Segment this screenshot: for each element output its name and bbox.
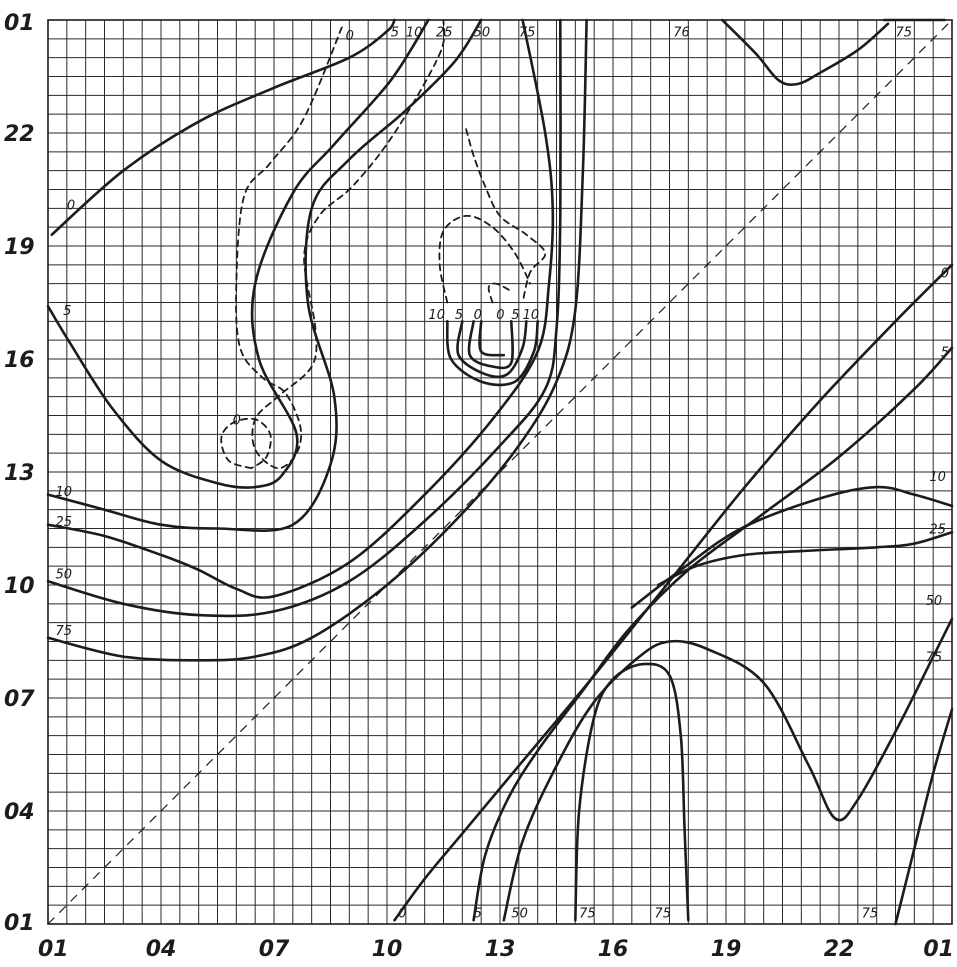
y-tick-label: 13 bbox=[4, 461, 35, 486]
contour-label: 75 bbox=[654, 907, 671, 922]
contour-line-75-13 bbox=[574, 662, 690, 922]
contour-label: 0 bbox=[398, 907, 406, 922]
contour-label: 5 bbox=[455, 308, 463, 323]
contour-label: 0 bbox=[233, 413, 241, 428]
contour-label: 0 bbox=[941, 266, 949, 281]
x-tick-label: 04 bbox=[146, 937, 177, 962]
contour-label: 0 bbox=[474, 308, 482, 323]
contour-label: 76 bbox=[673, 25, 690, 40]
contour-line-5-1 bbox=[46, 18, 430, 489]
contour-line-5-18 bbox=[438, 214, 531, 304]
contour-label: 75 bbox=[519, 25, 536, 40]
contour-line-5-21 bbox=[467, 320, 514, 370]
contour-line-0-20 bbox=[478, 320, 506, 357]
contour-line-unlabeled-15 bbox=[235, 19, 446, 470]
y-tick-label: 01 bbox=[4, 911, 35, 936]
x-axis-ticks: 01 04 07 10 13 16 19 22 01 bbox=[38, 937, 954, 962]
contour-line-25-11 bbox=[656, 531, 954, 587]
plot-frame bbox=[47, 19, 953, 925]
contour-line-0-19 bbox=[487, 282, 513, 304]
y-axis-ticks: 01 04 07 10 13 16 19 22 01 bbox=[4, 11, 35, 936]
contour-line-0-0 bbox=[50, 18, 396, 236]
contour-label: 0 bbox=[496, 308, 504, 323]
contour-line-50-12 bbox=[502, 617, 954, 922]
contour-line-0-16 bbox=[220, 417, 272, 470]
contour-label: 5 bbox=[474, 907, 482, 922]
y-tick-label: 16 bbox=[4, 348, 35, 373]
contour-line-10-10 bbox=[630, 485, 954, 609]
contour-label: 5 bbox=[941, 345, 949, 360]
contour-line-75-5 bbox=[46, 18, 588, 662]
contour-line-5-9 bbox=[472, 346, 954, 922]
contour-label: 10 bbox=[406, 25, 423, 40]
x-tick-label: 19 bbox=[711, 937, 742, 962]
contour-label: 0 bbox=[346, 29, 354, 44]
contour-label: 50 bbox=[926, 594, 943, 609]
contour-line-unlabeled-23 bbox=[445, 320, 539, 387]
contour-label: 75 bbox=[862, 907, 879, 922]
diagonal-line bbox=[47, 19, 953, 925]
x-tick-label: 10 bbox=[372, 937, 403, 962]
contour-line-10-22 bbox=[456, 320, 528, 379]
contour-label: 50 bbox=[56, 568, 73, 583]
contour-label: 50 bbox=[511, 907, 528, 922]
diagonal-reference-line bbox=[47, 19, 953, 925]
x-tick-label: 01 bbox=[38, 937, 69, 962]
contour-label: 5 bbox=[391, 25, 399, 40]
y-tick-label: 01 bbox=[4, 11, 35, 36]
x-tick-label: 22 bbox=[824, 937, 855, 962]
contour-label: 50 bbox=[474, 25, 491, 40]
y-tick-label: 10 bbox=[4, 574, 35, 599]
contour-lines bbox=[46, 18, 954, 926]
y-tick-label: 19 bbox=[4, 235, 35, 260]
contour-label: 25 bbox=[56, 515, 73, 530]
contour-line-0-17 bbox=[465, 128, 547, 304]
contour-label: 10 bbox=[428, 308, 445, 323]
contour-label: 10 bbox=[56, 485, 73, 500]
contour-line-75-14 bbox=[894, 708, 954, 926]
contour-line-25-3 bbox=[46, 18, 555, 599]
y-tick-label: 22 bbox=[4, 122, 35, 147]
contour-label: 25 bbox=[436, 25, 453, 40]
contour-label: 25 bbox=[929, 523, 946, 538]
x-tick-label: 13 bbox=[485, 937, 516, 962]
contour-label: 75 bbox=[926, 651, 943, 666]
contour-line-76-6 bbox=[720, 18, 890, 87]
contour-label: 10 bbox=[929, 470, 946, 485]
contour-label: 75 bbox=[579, 907, 596, 922]
x-tick-label: 16 bbox=[598, 937, 629, 962]
contour-line-10-2 bbox=[46, 18, 483, 532]
contour-label: 75 bbox=[896, 25, 913, 40]
y-tick-label: 07 bbox=[4, 687, 35, 712]
contour-line-50-4 bbox=[46, 18, 562, 618]
contour-label: 0 bbox=[67, 199, 75, 214]
x-tick-label: 01 bbox=[923, 937, 954, 962]
contour-label: 75 bbox=[56, 624, 73, 639]
contour-label: 10 bbox=[523, 308, 540, 323]
x-tick-label: 07 bbox=[259, 937, 290, 962]
contour-label: 5 bbox=[63, 304, 71, 319]
contour-label: 5 bbox=[511, 308, 519, 323]
y-tick-label: 04 bbox=[4, 800, 35, 825]
